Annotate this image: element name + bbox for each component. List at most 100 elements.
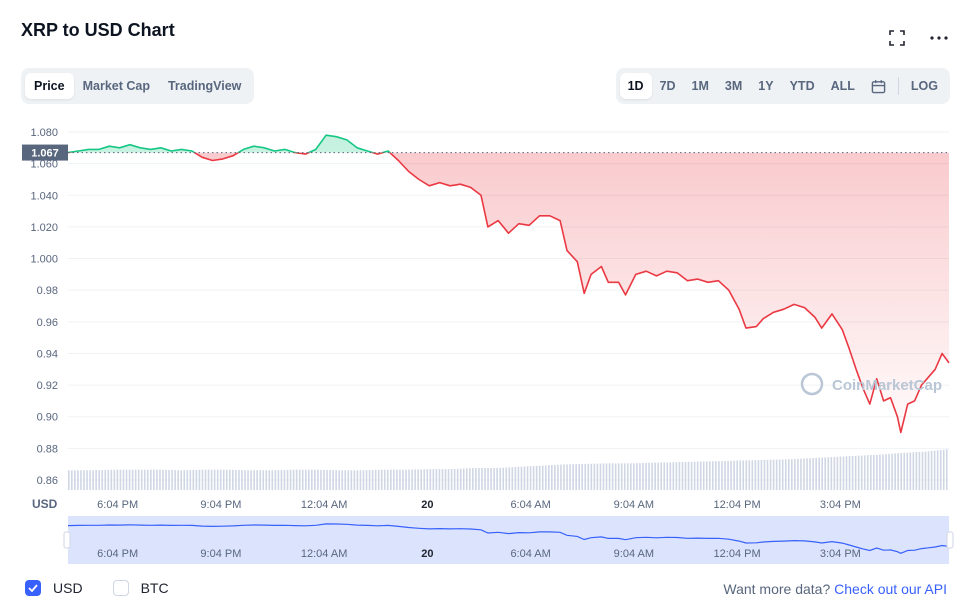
api-promo-text: Want more data? [723, 581, 831, 597]
volume-bar [77, 470, 79, 490]
volume-bar [572, 464, 574, 490]
fullscreen-icon[interactable] [887, 28, 907, 48]
volume-bar [192, 469, 195, 490]
api-link[interactable]: Check out our API [834, 581, 947, 597]
volume-bar [89, 470, 91, 490]
volume-bar [660, 462, 662, 490]
volume-bar [936, 450, 939, 490]
y-tick-label: 0.94 [37, 348, 58, 360]
volume-bar [490, 467, 492, 490]
volume-bar [538, 465, 541, 490]
volume-bar [784, 459, 787, 490]
range-1d[interactable]: 1D [619, 73, 652, 99]
volume-bar [709, 461, 711, 490]
volume-bar [456, 468, 459, 490]
price-chart[interactable]: 1.067 0.86 0.88 0.90 0.92 0.94 0.96 0.98 1.000 1… [0, 112, 971, 572]
tab-market-cap[interactable]: Market Cap [82, 79, 150, 93]
volume-bar [526, 466, 529, 490]
volume-bar [244, 470, 246, 490]
volume-bar [751, 460, 754, 490]
volume-bar [636, 463, 638, 490]
volume-bar [189, 470, 192, 490]
volume-bar [156, 469, 158, 490]
chart-title: XRP to USD Chart [21, 20, 175, 40]
price-line-below [67, 152, 950, 434]
volume-bar [259, 470, 261, 490]
volume-bar [408, 469, 410, 490]
volume-bar [772, 459, 775, 490]
navigator-x-tick-label: 9:04 PM [200, 548, 241, 560]
volume-bar [499, 467, 501, 490]
x-tick-label: 6:04 PM [97, 499, 138, 511]
volume-bar [575, 464, 577, 490]
range-3m[interactable]: 3M [724, 79, 743, 93]
volume-bar [529, 466, 532, 490]
tab-tradingview[interactable]: TradingView [167, 79, 242, 93]
volume-bar [292, 469, 295, 490]
volume-bar [268, 470, 271, 490]
volume-bar [623, 463, 626, 490]
volume-bar [444, 469, 447, 490]
volume-bar [441, 469, 444, 490]
range-7d[interactable]: 7D [659, 79, 676, 93]
volume-bar [587, 463, 590, 490]
range-ytd[interactable]: YTD [789, 79, 815, 93]
volume-bar [229, 469, 231, 490]
btc-checkbox[interactable] [112, 580, 129, 596]
volume-bar [669, 462, 672, 490]
volume-bar [374, 469, 377, 490]
y-tick-label: 1.040 [30, 190, 58, 202]
volume-bar [174, 470, 176, 490]
volume-bar [833, 456, 836, 490]
volume-bar [405, 469, 407, 490]
volume-bar [165, 469, 167, 490]
log-scale-toggle[interactable]: LOG [910, 79, 938, 93]
volume-bar [262, 470, 265, 490]
volume-bar [630, 463, 632, 490]
volume-bar [204, 469, 207, 490]
volume-bar [581, 464, 584, 490]
usd-checkbox[interactable] [25, 580, 41, 596]
volume-bar [341, 470, 344, 490]
volume-bar [541, 465, 544, 490]
volume-bar [317, 469, 319, 490]
volume-bar [414, 469, 416, 490]
range-1y[interactable]: 1Y [758, 79, 774, 93]
calendar-icon[interactable] [863, 73, 894, 100]
y-tick-label: 0.90 [37, 412, 58, 424]
volume-bar [715, 461, 717, 490]
volume-bar [724, 460, 726, 490]
volume-bar [727, 460, 729, 490]
range-all[interactable]: ALL [830, 79, 855, 93]
volume-bar [253, 470, 255, 490]
volume-bar [472, 468, 474, 490]
more-icon[interactable] [929, 28, 949, 48]
x-tick-label: 9:04 PM [200, 499, 241, 511]
volume-bar [332, 470, 334, 490]
volume-bar [787, 459, 790, 490]
volume-bar [876, 454, 878, 490]
range-1m[interactable]: 1M [691, 79, 709, 93]
chart-type-tabs: Price Market Cap TradingView [21, 68, 255, 104]
y-tick-label: 1.060 [30, 159, 58, 171]
volume-bar [842, 456, 845, 490]
tab-price[interactable]: Price [25, 73, 74, 99]
volume-bar [450, 469, 453, 490]
volume-bar [614, 463, 617, 490]
volume-bar [469, 468, 471, 490]
volume-bar [912, 452, 915, 490]
volume-bar [289, 469, 292, 490]
volume-bar [219, 469, 222, 490]
volume-bar [326, 469, 328, 490]
reference-price-badge [22, 144, 68, 161]
volume-bar [760, 459, 763, 490]
volume-bar [162, 469, 164, 490]
volume-bar [338, 470, 340, 490]
volume-bar [107, 469, 110, 490]
volume-bar [517, 466, 520, 490]
volume-bar [514, 466, 517, 490]
volume-bar [462, 468, 465, 490]
volume-bar [605, 463, 608, 490]
volume-bar [860, 455, 863, 490]
volume-bar [939, 450, 942, 490]
